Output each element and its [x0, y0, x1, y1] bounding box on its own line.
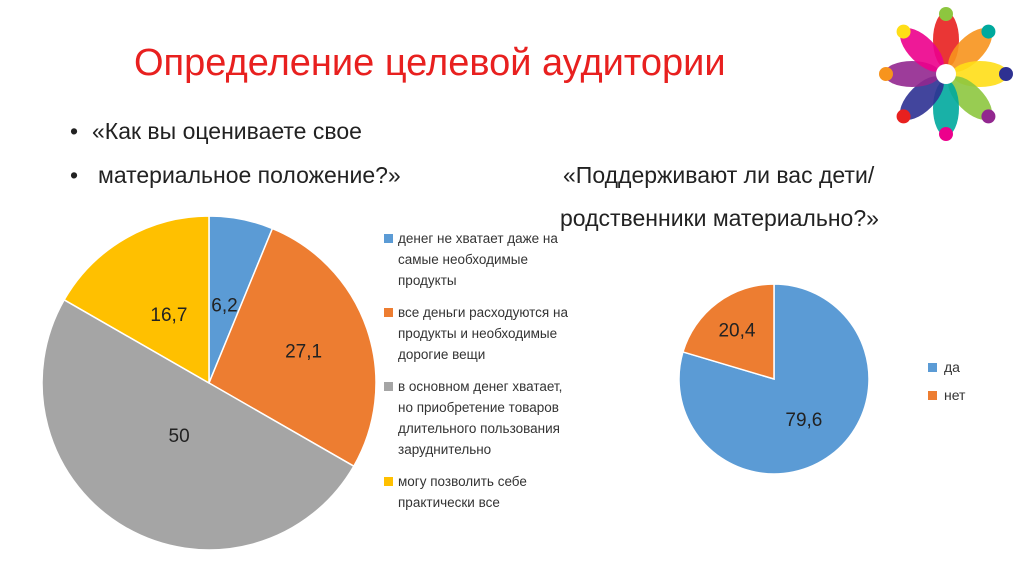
logo-petal — [948, 24, 996, 72]
pie1-data-label-4: 16,7 — [150, 305, 187, 326]
logo-center — [936, 64, 956, 84]
question-2-line-1: «Поддерживают ли вас дети/ — [563, 162, 875, 188]
legend-label: да — [944, 359, 960, 375]
legend-swatch — [928, 391, 937, 400]
pie1-data-label-3: 50 — [169, 426, 190, 447]
legend-2: да нет — [928, 357, 1008, 413]
legend-item: денег не хватает даже на самые необходимы… — [384, 228, 599, 291]
logo-petal — [948, 76, 996, 124]
slide-title: Определение целевой аудитории — [134, 42, 726, 84]
legend-swatch — [384, 234, 393, 243]
legend-label: денег не хватает даже на самые необходимы… — [398, 231, 558, 288]
pie1-data-label-2: 27,1 — [285, 342, 322, 363]
legend-item: могу позволить себе практически все — [384, 471, 599, 513]
bullet-2-text: материальное положение?» — [98, 162, 401, 188]
pie2-data-label-1: 79,6 — [785, 410, 822, 431]
legend-item: все деньги расходуются на продукты и необ… — [384, 302, 599, 365]
legend-swatch — [384, 308, 393, 317]
bullet-dot: • — [70, 162, 79, 188]
legend-label: в основном денег хватает, но приобретение… — [398, 379, 563, 457]
legend-item: да — [928, 357, 1008, 378]
bullet-1-text: «Как вы оцениваете свое — [92, 118, 362, 144]
legend-swatch — [384, 477, 393, 486]
legend-item: нет — [928, 385, 1008, 406]
bullet-dot: • — [70, 118, 79, 144]
pie1-data-label-1: 6,2 — [211, 296, 237, 317]
bullet-1: • «Как вы оцениваете свое — [70, 118, 362, 145]
pie2-data-label-2: 20,4 — [718, 320, 755, 341]
legend-item: в основном денег хватает, но приобретение… — [384, 376, 599, 460]
legend-label: нет — [944, 387, 966, 403]
pie2-slice-2 — [682, 283, 775, 381]
legend-1: денег не хватает даже на самые необходимы… — [384, 228, 599, 524]
pie1-slice-3 — [41, 298, 355, 551]
logo-petal — [896, 76, 944, 124]
bullet-2: • материальное положение?» — [70, 162, 401, 189]
legend-label: все деньги расходуются на продукты и необ… — [398, 305, 568, 362]
question-2-line-2: родственники материально?» — [560, 205, 879, 231]
pie1-slice-4 — [63, 215, 210, 385]
legend-swatch — [384, 382, 393, 391]
logo-petal — [896, 24, 944, 72]
people-circle-logo-icon — [879, 7, 1013, 141]
legend-label: могу позволить себе практически все — [398, 474, 527, 510]
legend-swatch — [928, 363, 937, 372]
